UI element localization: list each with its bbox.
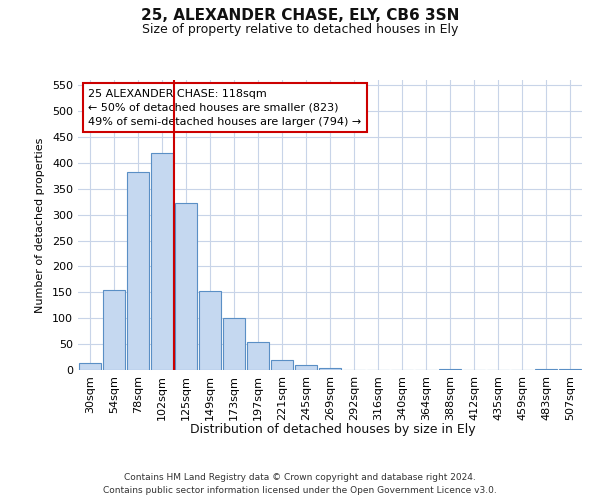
Text: Contains HM Land Registry data © Crown copyright and database right 2024.: Contains HM Land Registry data © Crown c… — [124, 472, 476, 482]
Bar — [223, 318, 245, 370]
Bar — [247, 342, 269, 370]
Text: 25 ALEXANDER CHASE: 118sqm
← 50% of detached houses are smaller (823)
49% of sem: 25 ALEXANDER CHASE: 118sqm ← 50% of deta… — [88, 88, 361, 126]
Bar — [319, 368, 341, 370]
Bar — [151, 152, 173, 370]
Text: 25, ALEXANDER CHASE, ELY, CB6 3SN: 25, ALEXANDER CHASE, ELY, CB6 3SN — [141, 8, 459, 22]
Bar — [103, 290, 125, 370]
Text: Size of property relative to detached houses in Ely: Size of property relative to detached ho… — [142, 22, 458, 36]
Bar — [535, 369, 557, 370]
Bar — [439, 369, 461, 370]
Bar — [175, 203, 197, 370]
Bar — [199, 292, 221, 370]
Text: Contains public sector information licensed under the Open Government Licence v3: Contains public sector information licen… — [103, 486, 497, 495]
Text: Distribution of detached houses by size in Ely: Distribution of detached houses by size … — [190, 422, 476, 436]
Bar — [559, 369, 581, 370]
Bar — [79, 363, 101, 370]
Bar — [127, 172, 149, 370]
Bar — [295, 365, 317, 370]
Y-axis label: Number of detached properties: Number of detached properties — [35, 138, 45, 312]
Bar — [271, 360, 293, 370]
